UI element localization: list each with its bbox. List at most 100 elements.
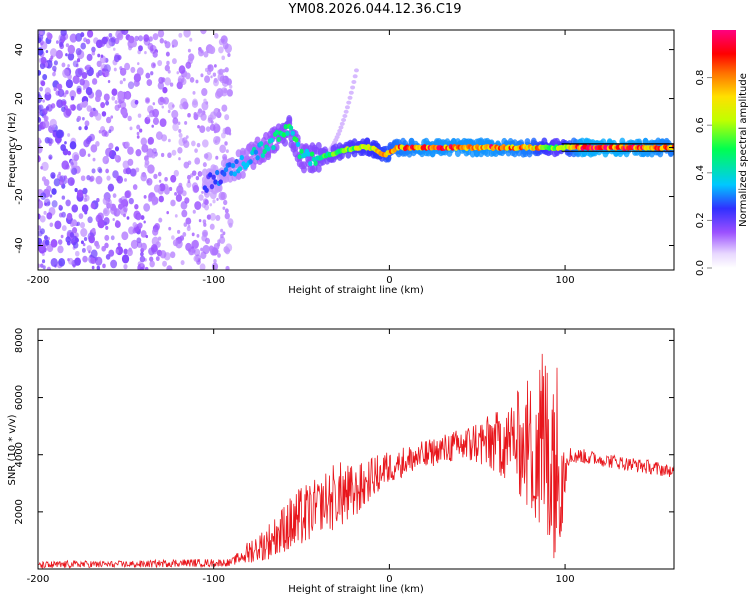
spectrogram-streak [342,113,348,118]
spectrogram-speckle [134,35,139,42]
spectrogram-speckle [122,141,126,147]
spectrogram-streak [339,121,345,126]
spectrogram-speckle [150,71,154,76]
snr-x-label: Height of straight line (km) [288,584,424,595]
spectrogram-speckle [67,64,70,68]
spectrogram-speckle [69,141,77,150]
spectrogram-speckle [76,85,82,93]
spectrogram-speckle [178,129,182,134]
spectrogram-speckle [215,136,221,143]
spectrogram-speckle [91,265,95,270]
spectrogram-speckle [105,41,112,49]
spectrogram-ridge-cell [274,129,280,135]
spectrogram-speckle [187,248,192,253]
spectrogram-speckle [191,232,195,237]
spectrogram-speckle [121,254,130,264]
spectrogram-speckle [143,203,151,212]
spectrogram-speckle [195,176,200,181]
spectrogram-speckle [158,179,162,183]
spectrogram-speckle [64,141,67,145]
spectrogram-speckle [69,232,75,238]
spectrogram-speckle [166,211,169,215]
spectrogram-xtick-label: 0 [386,275,392,286]
spectrogram-speckle [125,167,132,175]
spectrogram-speckle [71,167,78,176]
spectrogram-speckle [38,117,42,123]
spectrogram-speckle [203,98,207,104]
spectrogram-speckle [102,263,106,269]
spectrogram-speckle [50,257,58,267]
spectrogram-speckle [184,120,188,125]
spectrogram-speckle [207,64,212,70]
spectrogram-speckle [221,55,226,61]
spectrogram-speckle [81,204,89,213]
spectrogram-speckle [55,129,64,139]
spectrogram-speckle [223,246,229,253]
spectrogram-ridge-halo [216,184,223,193]
spectrogram-speckle [38,199,44,209]
spectrogram-speckle [128,197,134,205]
spectrogram-speckle [166,60,170,66]
spectrogram-speckle [76,115,82,121]
spectrogram-speckle [95,39,103,49]
spectrogram-speckle [193,112,198,117]
spectrogram-speckle [168,102,175,111]
spectrogram-speckle [124,178,127,182]
spectrogram-speckle [60,234,64,239]
spectrogram-speckle [213,259,217,264]
spectrogram-speckle [183,140,190,149]
spectrogram-speckle [55,49,63,60]
spectrogram-speckle [102,196,110,206]
spectrogram-speckle [42,99,45,103]
snr-ytick-label: 2000 [14,499,25,524]
spectrogram-speckle [83,236,88,242]
spectrogram-speckle [126,248,133,257]
snr-ytick-label: 4000 [14,442,25,467]
spectrogram-speckle [66,212,73,220]
spectrogram-speckle [90,202,96,209]
spectrogram-speckle [123,263,128,270]
spectrogram-speckle [58,204,62,209]
spectrogram-speckle [197,108,203,114]
spectrogram-speckle [204,204,210,211]
spectrogram-speckle [61,160,69,170]
spectrogram-speckle [113,47,116,51]
spectrogram-speckle [89,175,95,182]
spectrogram-speckle [170,199,176,207]
spectrogram-speckle [221,78,229,88]
spectrogram-speckle [117,242,121,247]
spectrogram-speckle [105,147,113,157]
spectrogram-speckle [180,65,185,70]
spectrogram-ridge-cell [215,169,220,176]
spectrogram-speckle [224,67,229,73]
spectrogram-speckle [80,175,86,182]
spectrogram-speckle [124,141,130,148]
spectrogram-speckle [202,162,207,168]
spectrogram-ytick-label: -40 [14,237,25,253]
spectrogram-speckle [108,249,115,257]
spectrogram-speckle [215,155,219,160]
spectrogram-speckle [217,108,221,113]
spectrogram-speckle [209,223,215,230]
spectrogram-speckle [49,138,54,144]
spectrogram-speckle [187,179,191,184]
spectrogram-speckle [121,231,129,241]
spectrogram-speckle [82,79,90,89]
spectrogram-ridge-halo [345,150,352,159]
spectrogram-speckle [196,234,200,238]
spectrogram-speckle [226,89,233,97]
spectrogram-speckle [54,220,62,230]
spectrogram-speckle [119,101,127,110]
spectrogram-speckle [72,75,80,85]
spectrogram-speckle [39,86,43,92]
spectrogram-speckle [49,194,53,198]
spectrogram-speckle [224,126,232,135]
spectrogram-speckle [224,43,233,54]
spectrogram-speckle [178,157,181,161]
spectrogram-speckle [61,195,66,200]
spectrogram-speckle [91,168,96,174]
spectrogram-speckle [79,148,87,158]
spectrogram-speckle [170,251,176,259]
spectrogram-speckle [72,60,79,68]
